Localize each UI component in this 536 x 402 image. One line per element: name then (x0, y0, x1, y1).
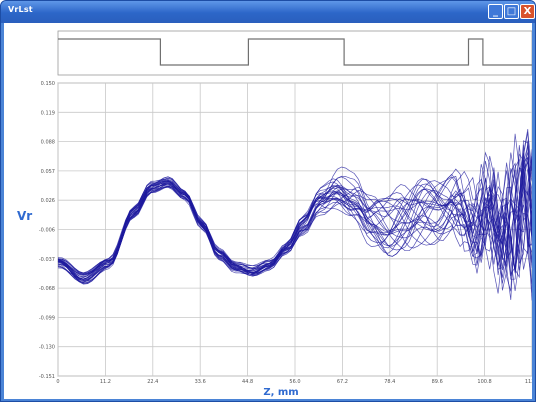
x-tick-label: 67.2 (337, 379, 348, 385)
x-tick-label: 44.8 (242, 379, 253, 385)
chart-client-area: 0.150 0.119 0.088 0.057 0.026 -0.006 -0.037 -0.… (4, 23, 532, 399)
vr-curve (57, 183, 532, 280)
y-tick-label: 0.150 (41, 81, 55, 87)
vr-curve (57, 129, 532, 284)
title-bar[interactable]: VrLst _ □ X (1, 1, 535, 23)
x-tick-label: 112.0 (525, 379, 532, 385)
y-tick-label: 0.088 (41, 140, 55, 146)
maximize-button[interactable]: □ (504, 4, 519, 19)
close-button[interactable]: X (520, 4, 535, 19)
y-tick-label: 0.119 (41, 110, 55, 116)
vr-curve (57, 152, 532, 281)
window-title: VrLst (8, 5, 33, 14)
curve-bundle (57, 129, 532, 301)
y-tick-label: -0.130 (39, 345, 55, 351)
y-axis-label: Vr (17, 209, 32, 223)
step-signal-strip (57, 30, 532, 76)
chart-svg: 0.150 0.119 0.088 0.057 0.026 -0.006 -0.037 -0.… (17, 30, 532, 398)
y-tick-label: -0.037 (39, 257, 55, 263)
y-tick-label: -0.068 (39, 286, 55, 292)
minimize-button[interactable]: _ (488, 4, 503, 19)
x-tick-label: 33.6 (195, 379, 206, 385)
step-strip-frame (57, 30, 532, 76)
tick-labels: 0.150 0.119 0.088 0.057 0.026 -0.006 -0.037 -0.… (39, 81, 532, 385)
x-tick-label: 100.8 (477, 379, 491, 385)
x-tick-label: 89.6 (432, 379, 443, 385)
x-tick-label: 78.4 (384, 379, 395, 385)
y-tick-label: -0.006 (39, 228, 55, 234)
x-axis-label: Z, mm (263, 387, 298, 398)
y-tick-label: 0.057 (41, 169, 55, 175)
step-signal-line (58, 38, 532, 66)
x-tick-label: 22.4 (147, 379, 158, 385)
x-tick-label: 0 (56, 379, 59, 385)
vr-curve (57, 132, 532, 282)
vr-curve (57, 149, 532, 274)
y-tick-label: -0.151 (39, 374, 55, 380)
y-tick-label: 0.026 (41, 198, 55, 204)
x-tick-label: 11.2 (100, 379, 111, 385)
x-tick-label: 56.0 (289, 379, 300, 385)
y-tick-label: -0.099 (39, 315, 55, 321)
